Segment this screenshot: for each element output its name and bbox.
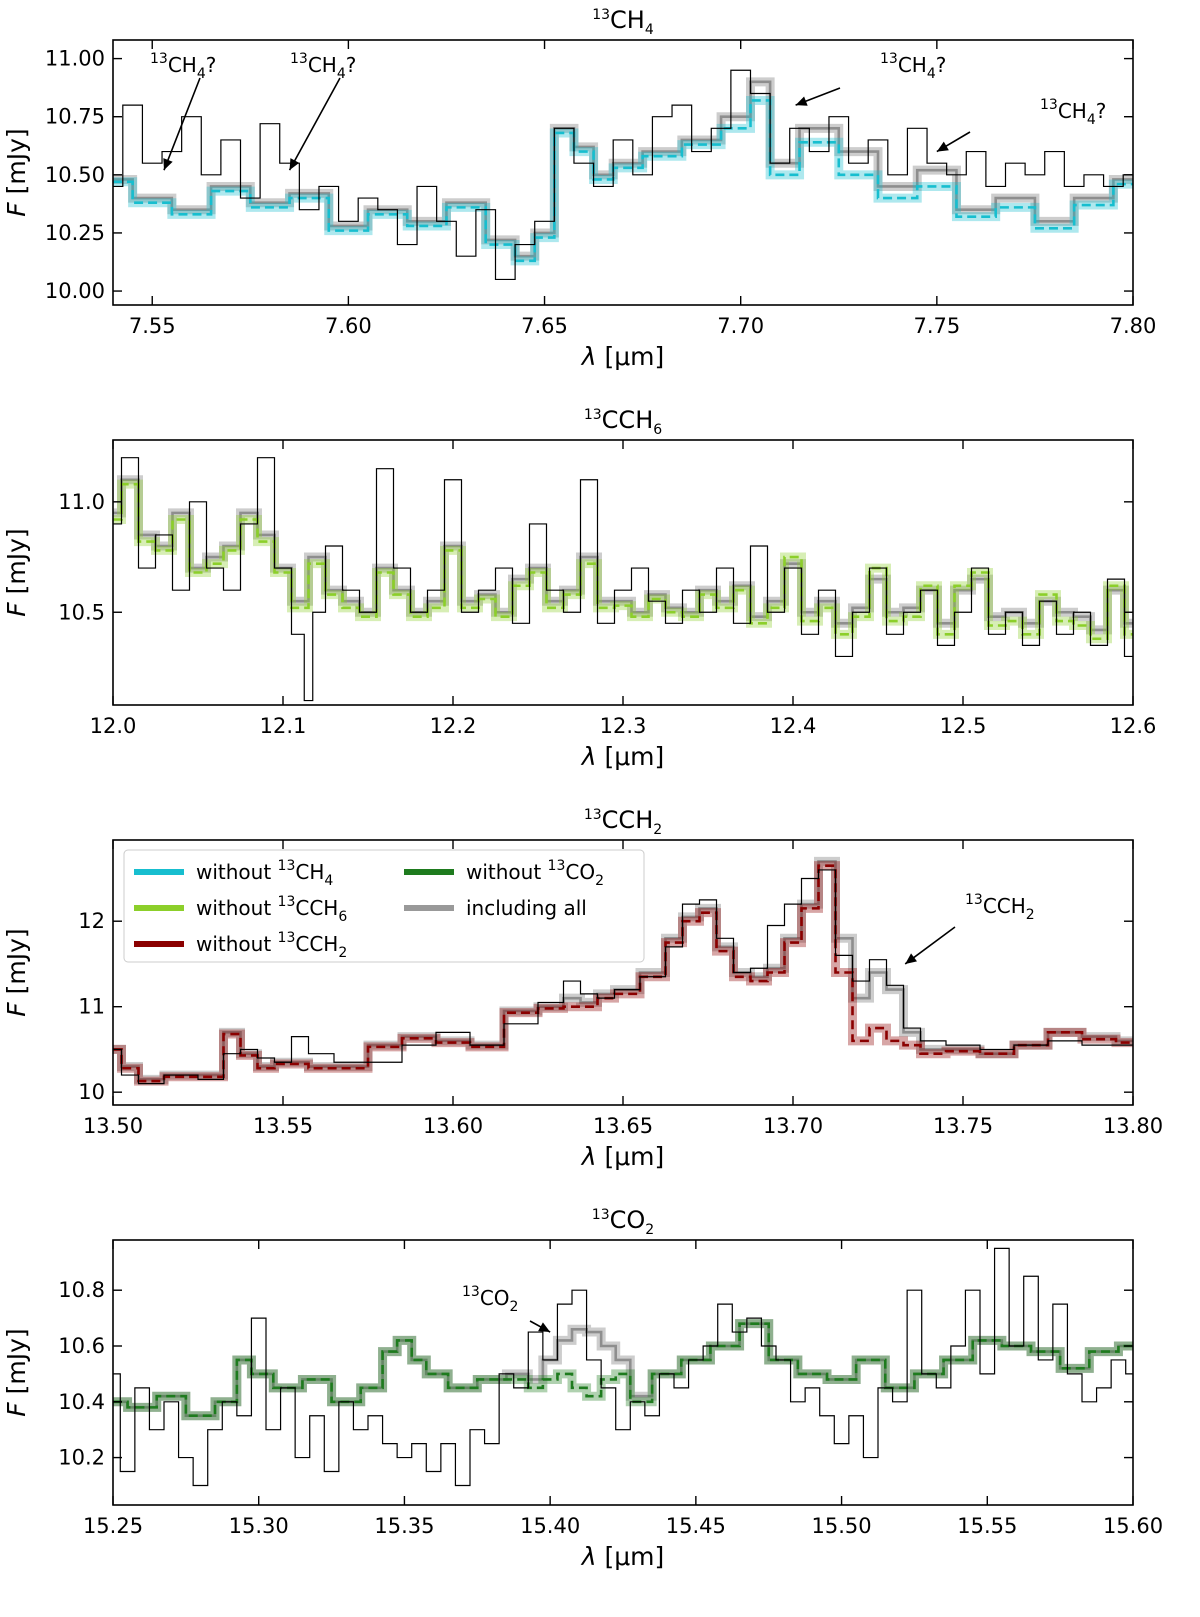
legend-label: without 13CCH2 [196,930,347,961]
annotation-arrowhead [289,158,300,171]
x-tick-label: 7.80 [1110,314,1157,338]
y-tick-label: 10.75 [45,105,105,129]
y-tick-label: 10.6 [58,1334,105,1358]
axes-frame [112,1239,1134,1506]
x-tick-label: 15.45 [666,1514,726,1538]
annotation-arrowhead [538,1322,551,1333]
y-tick-label: 10.4 [58,1390,105,1414]
panel-title: 13CCH2 [584,806,662,838]
plot-area [113,69,1133,281]
y-tick-label: 10.25 [45,221,105,245]
y-tick-label: 11.0 [58,490,105,514]
series-line-including-all [113,80,1133,258]
legend: without 13CH4 without 13CCH6 without 13CCH… [123,849,645,963]
plot-area [113,1247,1133,1487]
plot-area [113,457,1133,702]
x-tick-label: 13.75 [933,1114,993,1138]
series-line-without-13CCH6 [113,482,1133,641]
plot-area [113,856,1133,1086]
series-band-without-13CH4 [113,95,1133,266]
series-line-without-13CCH2 [113,864,1133,1083]
x-tick-label: 15.40 [520,1514,580,1538]
y-tick-label: 10.2 [58,1446,105,1470]
x-tick-label: 12.2 [430,714,477,738]
legend-label: without 13CH4 [196,858,333,889]
legend-label: without 13CCH6 [196,894,347,925]
x-tick-label: 13.65 [593,1114,653,1138]
annotation-label: 13CCH2 [965,892,1035,923]
y-tick-label: 12 [78,909,105,933]
x-tick-label: 15.30 [229,1514,289,1538]
series-line-without-13CO2 [113,1322,1133,1418]
annotation-label: 13CO2 [462,1284,518,1315]
panel-1: 7.55 7.60 7.65 7.70 7.75 7.80 10.00 10.25 10.50 1… [2,6,1156,371]
x-tick-label: 13.50 [83,1114,143,1138]
panel-title: 13CO2 [592,1206,654,1238]
panel-title: 13CH4 [592,6,654,38]
x-tick-label: 7.65 [521,314,568,338]
x-tick-label: 15.35 [374,1514,434,1538]
panel-4: 15.25 15.30 15.35 15.40 15.45 15.50 15.55 15.60… [2,1206,1163,1571]
x-tick-label: 13.80 [1103,1114,1163,1138]
x-tick-label: 7.55 [129,314,176,338]
x-axis-label: λ [μm] [580,1542,665,1571]
x-tick-label: 13.55 [253,1114,313,1138]
legend-box [123,849,645,963]
y-tick-label: 10.8 [58,1278,105,1302]
y-axis-label: F [mJy] [2,128,31,216]
y-axis-label: F [mJy] [2,528,31,616]
annotation-arrowhead [905,953,918,964]
x-tick-label: 7.60 [325,314,372,338]
x-tick-label: 12.0 [90,714,137,738]
annotation-arrowhead [163,158,173,171]
series-band-without-13CCH6 [113,479,1133,644]
legend-label: including all [466,896,587,920]
annotation-arrow [163,77,201,171]
x-tick-label: 12.5 [940,714,987,738]
annotation-arrowhead [936,141,949,152]
x-tick-label: 7.70 [717,314,764,338]
x-tick-label: 12.6 [1110,714,1157,738]
panel-3: 13.50 13.55 13.60 13.65 13.70 13.75 13.80 10 11 1… [2,806,1163,1171]
y-axis-label: F [mJy] [2,1328,31,1416]
annotation-arrowhead [795,96,808,106]
annotation-label: 13CH4? [150,51,216,82]
series-line-observed [113,69,1133,281]
y-tick-label: 10 [78,1080,105,1104]
series-line-observed [113,457,1133,702]
x-tick-label: 15.60 [1103,1514,1163,1538]
x-tick-label: 15.55 [957,1514,1017,1538]
axes-frame [112,39,1134,306]
y-tick-label: 10.50 [45,163,105,187]
y-tick-label: 11 [78,995,105,1019]
series-line-observed [113,1247,1133,1487]
panel-2: 12.0 12.1 12.2 12.3 12.4 12.5 12.6 10.5 11.0 13CC… [2,406,1156,771]
annotation-arrow [288,77,341,171]
annotation-label: 13CH4? [1040,97,1106,128]
annotation-label: 13CH4? [880,51,946,82]
x-tick-label: 12.4 [770,714,817,738]
y-tick-label: 10.00 [45,279,105,303]
y-tick-label: 10.5 [58,600,105,624]
panel-title: 13CCH6 [584,406,662,438]
x-tick-label: 15.25 [83,1514,143,1538]
x-tick-label: 13.70 [763,1114,823,1138]
x-axis-label: λ [μm] [580,742,665,771]
legend-label: without 13CO2 [466,858,604,889]
x-axis-label: λ [μm] [580,1142,665,1171]
series-line-without-13CH4 [113,99,1133,263]
series-line-observed [113,869,1133,1085]
x-tick-label: 7.75 [913,314,960,338]
x-tick-label: 12.1 [260,714,307,738]
x-tick-label: 15.50 [812,1514,872,1538]
x-axis-label: λ [μm] [580,342,665,371]
x-tick-label: 13.60 [423,1114,483,1138]
y-tick-label: 11.00 [45,47,105,71]
annotation-label: 13CH4? [290,51,356,82]
y-axis-label: F [mJy] [2,928,31,1016]
x-tick-label: 12.3 [600,714,647,738]
